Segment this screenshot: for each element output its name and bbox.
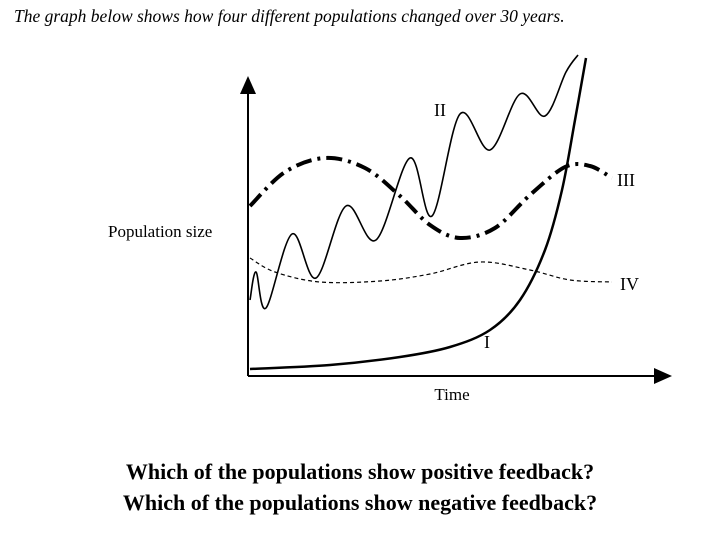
x-axis-label: Time [434,385,469,404]
curve-iv [249,257,613,284]
curve-label: III [617,170,635,190]
question: Which of the populations show negative f… [123,490,597,515]
curve-label: IV [620,274,639,294]
curve-ii [249,54,579,310]
question: Which of the populations show positive f… [126,459,594,484]
y-axis-label: Population size [108,222,212,241]
curve-i [249,57,588,371]
curve-label: I [484,332,490,352]
curve-iii [248,155,614,241]
curve-label: II [434,100,446,120]
heading: The graph below shows how four different… [14,6,565,26]
